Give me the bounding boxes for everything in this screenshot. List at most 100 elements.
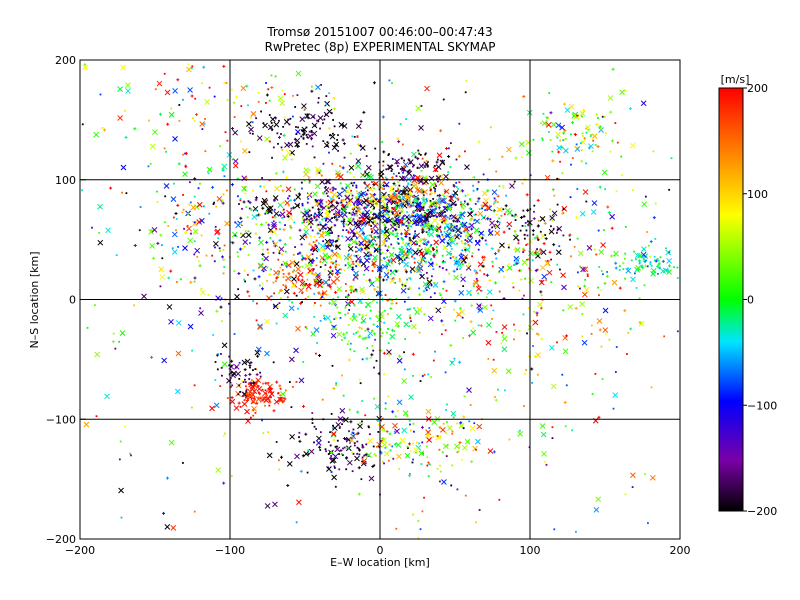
data-point-dot — [297, 307, 299, 310]
data-point-plus — [159, 233, 163, 237]
data-point-dot — [391, 158, 394, 160]
data-point-dot — [434, 307, 437, 310]
data-point-x — [418, 124, 424, 131]
data-point-x — [556, 225, 563, 232]
data-point-dot — [408, 251, 410, 254]
data-point-dot — [320, 83, 323, 86]
data-point-dot — [395, 201, 397, 204]
data-point-plus — [406, 308, 410, 312]
data-point-dot — [373, 453, 376, 456]
data-point-dot — [387, 276, 389, 279]
data-point-dot — [159, 285, 162, 288]
data-point-dot — [335, 263, 338, 266]
data-point-dot — [272, 281, 275, 284]
data-point-dot — [381, 141, 384, 143]
data-point-x — [307, 133, 313, 140]
data-point-dot — [441, 296, 444, 299]
data-point-plus — [349, 288, 353, 292]
data-point-dot — [247, 230, 250, 233]
data-point-x — [284, 200, 291, 206]
data-point-dot — [265, 101, 267, 104]
data-point-dot — [230, 88, 233, 91]
data-point-dot — [352, 432, 355, 435]
data-point-dot — [229, 240, 232, 243]
data-point-x — [242, 239, 249, 245]
data-point-dot — [379, 252, 382, 255]
data-point-plus — [502, 230, 506, 234]
data-point-dot — [175, 281, 178, 283]
data-point-x — [360, 216, 367, 223]
data-point-dot — [653, 255, 656, 258]
data-point-dot — [309, 235, 312, 237]
data-point-x — [364, 209, 371, 216]
data-point-plus — [513, 248, 517, 252]
data-point-dot — [351, 431, 354, 434]
data-point-plus — [381, 115, 385, 119]
data-point-dot — [613, 254, 616, 257]
data-point-dot — [248, 151, 251, 154]
data-point-dot — [333, 213, 336, 216]
data-point-dot — [335, 260, 337, 263]
data-point-x — [583, 286, 590, 293]
data-point-plus — [536, 198, 540, 202]
data-point-dot — [398, 198, 401, 201]
data-point-dot — [315, 245, 318, 248]
data-point-dot — [352, 313, 355, 316]
data-point-x — [435, 198, 442, 205]
x-tick-label: 200 — [670, 544, 691, 557]
data-point-plus — [253, 277, 257, 281]
data-point-dot — [375, 454, 377, 457]
data-point-dot — [426, 200, 428, 203]
data-point-dot — [411, 255, 413, 258]
data-point-dot — [268, 404, 271, 407]
data-point-x — [416, 237, 423, 244]
data-point-dot — [454, 235, 457, 238]
data-point-x — [298, 287, 305, 294]
data-point-dot — [220, 297, 223, 300]
data-point-dot — [659, 256, 662, 259]
data-point-dot — [369, 199, 372, 202]
data-point-x — [182, 245, 188, 251]
data-point-dot — [190, 232, 192, 235]
data-point-plus — [582, 108, 586, 112]
data-point-dot — [272, 146, 275, 149]
data-point-dot — [411, 461, 414, 464]
data-point-dot — [432, 359, 435, 362]
data-point-x — [424, 432, 431, 439]
data-point-plus — [598, 185, 602, 189]
data-point-dot — [262, 382, 264, 385]
data-point-dot — [601, 115, 604, 118]
data-point-dot — [398, 184, 401, 187]
data-point-dot — [310, 249, 313, 251]
data-point-dot — [223, 244, 226, 247]
data-point-dot — [576, 114, 579, 117]
data-point-dot — [425, 271, 428, 274]
data-point-dot — [368, 240, 371, 243]
data-point-x — [431, 419, 438, 425]
data-point-plus — [246, 290, 250, 294]
data-point-plus — [392, 182, 396, 186]
data-point-dot — [353, 444, 356, 447]
data-point-dot — [532, 233, 535, 236]
data-point-dot — [630, 259, 633, 262]
data-point-dot — [308, 180, 311, 182]
data-point-x — [470, 329, 477, 336]
data-point-dot — [353, 254, 356, 257]
data-point-dot — [513, 323, 515, 326]
data-point-dot — [191, 406, 193, 409]
data-point-plus — [452, 269, 456, 273]
data-point-x — [374, 213, 380, 220]
data-point-plus — [290, 157, 294, 161]
data-point-dot — [278, 270, 281, 273]
data-point-x — [412, 447, 419, 454]
data-point-dot — [175, 218, 178, 220]
data-point-dot — [398, 258, 401, 261]
data-point-plus — [405, 270, 409, 274]
data-point-dot — [369, 356, 372, 359]
data-point-dot — [369, 433, 371, 436]
data-point-x — [192, 220, 198, 227]
data-point-x — [330, 432, 337, 438]
data-point-dot — [479, 269, 482, 272]
data-point-dot — [475, 272, 478, 275]
data-point-dot — [439, 480, 441, 483]
